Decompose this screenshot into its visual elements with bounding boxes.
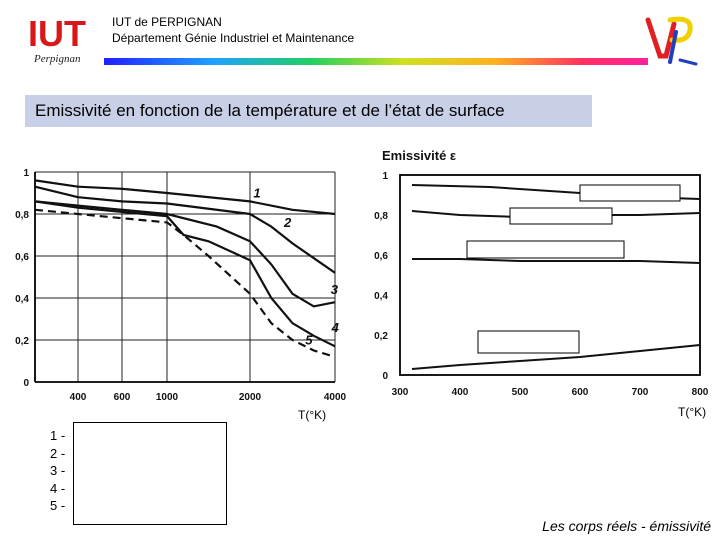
left-x-tick-label: 400 <box>70 392 87 403</box>
left-y-tick-label: 0,4 <box>15 294 29 305</box>
legend-number: 1 - <box>50 428 66 443</box>
up-logo <box>645 16 698 66</box>
right-chart-title: Emissivité ε <box>382 148 456 163</box>
left-y-tick-label: 0,8 <box>15 210 29 221</box>
right-plot-frame <box>399 174 701 376</box>
rainbow-divider <box>104 58 648 65</box>
right-blank-label-box <box>466 240 625 259</box>
right-series-line <box>411 344 701 370</box>
left-y-tick-label: 0,2 <box>15 336 29 347</box>
right-y-tick-label: 0 <box>382 371 388 382</box>
left-curve-label: 1 <box>253 185 260 200</box>
iut-logo-text: IUT <box>28 13 86 54</box>
right-y-tick-label: 1 <box>382 171 388 182</box>
institution-name: IUT de PERPIGNAN <box>112 15 222 29</box>
emissivity-chart-right: Emissivité ε 0 0,2 0,4 0,6 0,8 1 300 400 500 600 70… <box>374 148 709 398</box>
legend-numbers: 1 - 2 - 3 - 4 - 5 - <box>50 427 65 515</box>
left-series-line <box>34 179 336 216</box>
left-series-line <box>34 208 336 358</box>
left-y-tick-label: 0 <box>23 378 29 389</box>
department-name: Département Génie Industriel et Maintena… <box>112 31 355 45</box>
left-x-tick-label: 4000 <box>324 392 347 403</box>
right-blank-label-box <box>477 330 580 354</box>
left-curve-label: 2 <box>283 215 292 230</box>
left-curve-label: 3 <box>331 282 339 297</box>
iut-logo: IUT Perpignan <box>28 13 86 65</box>
right-blank-label-box <box>579 184 681 202</box>
iut-logo-script: Perpignan <box>33 53 81 65</box>
legend-number: 3 - <box>50 463 66 478</box>
left-curve-label: 5 <box>305 332 313 347</box>
right-x-tick-label: 600 <box>572 387 589 398</box>
right-x-tick-label: 400 <box>452 387 469 398</box>
right-y-tick-label: 0,8 <box>374 211 388 222</box>
legend-number: 5 - <box>50 498 66 513</box>
left-x-tick-label: 2000 <box>239 392 262 403</box>
right-x-tick-label: 800 <box>692 387 709 398</box>
left-y-tick-label: 0,6 <box>15 252 29 263</box>
legend-number: 4 - <box>50 480 66 496</box>
left-curve-label: 4 <box>331 320 340 335</box>
emissivity-chart-left: 0 0,2 0,4 0,6 0,8 1 400 600 1000 2000 4000 1 2 3 4 5 <box>15 168 347 403</box>
right-y-tick-label: 0,6 <box>374 251 388 262</box>
right-x-axis-label: T(°K) <box>678 405 707 419</box>
left-series-line <box>34 200 336 348</box>
left-series-line <box>34 185 336 274</box>
legend-blank-box <box>73 422 227 525</box>
right-series-line <box>412 258 701 264</box>
right-x-tick-label: 700 <box>632 387 649 398</box>
right-blank-label-box <box>509 207 613 225</box>
slide-title-box: Emissivité en fonction de la température… <box>25 95 592 127</box>
left-x-tick-label: 1000 <box>156 392 179 403</box>
left-y-tick-label: 1 <box>23 168 29 179</box>
legend-number: 2 - <box>50 445 66 461</box>
right-y-tick-label: 0,4 <box>374 291 388 302</box>
left-series-line <box>34 200 336 308</box>
slide-title: Emissivité en fonction de la température… <box>35 101 505 120</box>
right-x-tick-label: 500 <box>512 387 529 398</box>
right-x-tick-label: 300 <box>392 387 409 398</box>
left-x-tick-label: 600 <box>114 392 131 403</box>
slide-footer: Les corps réels - émissivité <box>542 518 711 534</box>
right-y-tick-label: 0,2 <box>374 331 388 342</box>
left-x-axis-label: T(°K) <box>298 408 327 422</box>
